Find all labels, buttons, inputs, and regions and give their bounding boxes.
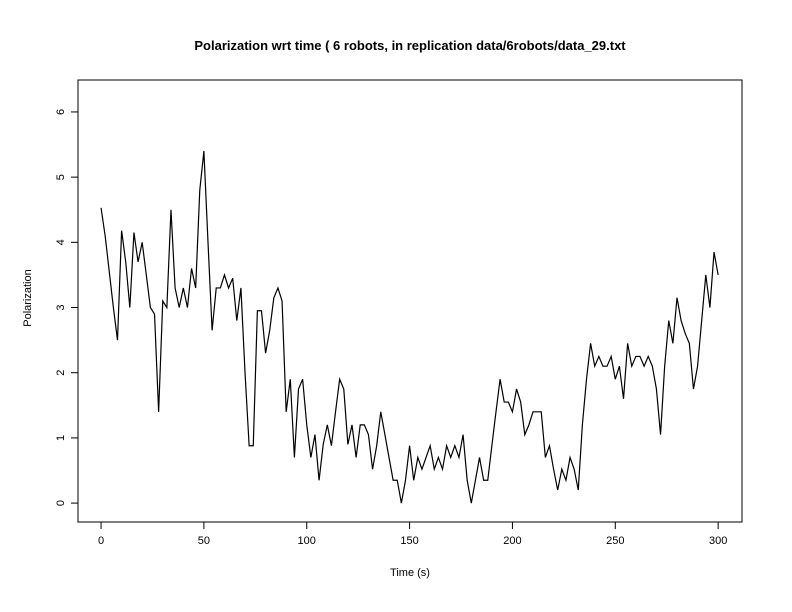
x-tick-label: 100 (298, 535, 316, 547)
y-tick-label: 0 (55, 500, 67, 506)
y-tick-label: 1 (55, 435, 67, 441)
y-tick-label: 3 (55, 304, 67, 310)
x-tick-label: 200 (503, 535, 521, 547)
y-tick-label: 4 (55, 239, 67, 245)
x-tick-label: 300 (709, 535, 727, 547)
data-line (100, 150, 719, 504)
y-axis-label: Polarization (22, 269, 34, 326)
x-tick-label: 150 (400, 535, 418, 547)
y-tick-label: 5 (55, 174, 67, 180)
chart-title: Polarization wrt time ( 6 robots, in rep… (194, 38, 626, 53)
x-tick-label: 250 (606, 535, 624, 547)
x-axis-label: Time (s) (390, 567, 430, 579)
x-tick-label: 50 (198, 535, 210, 547)
y-tick-label: 6 (55, 109, 67, 115)
y-tick-label: 2 (55, 370, 67, 376)
x-tick-label: 0 (98, 535, 104, 547)
